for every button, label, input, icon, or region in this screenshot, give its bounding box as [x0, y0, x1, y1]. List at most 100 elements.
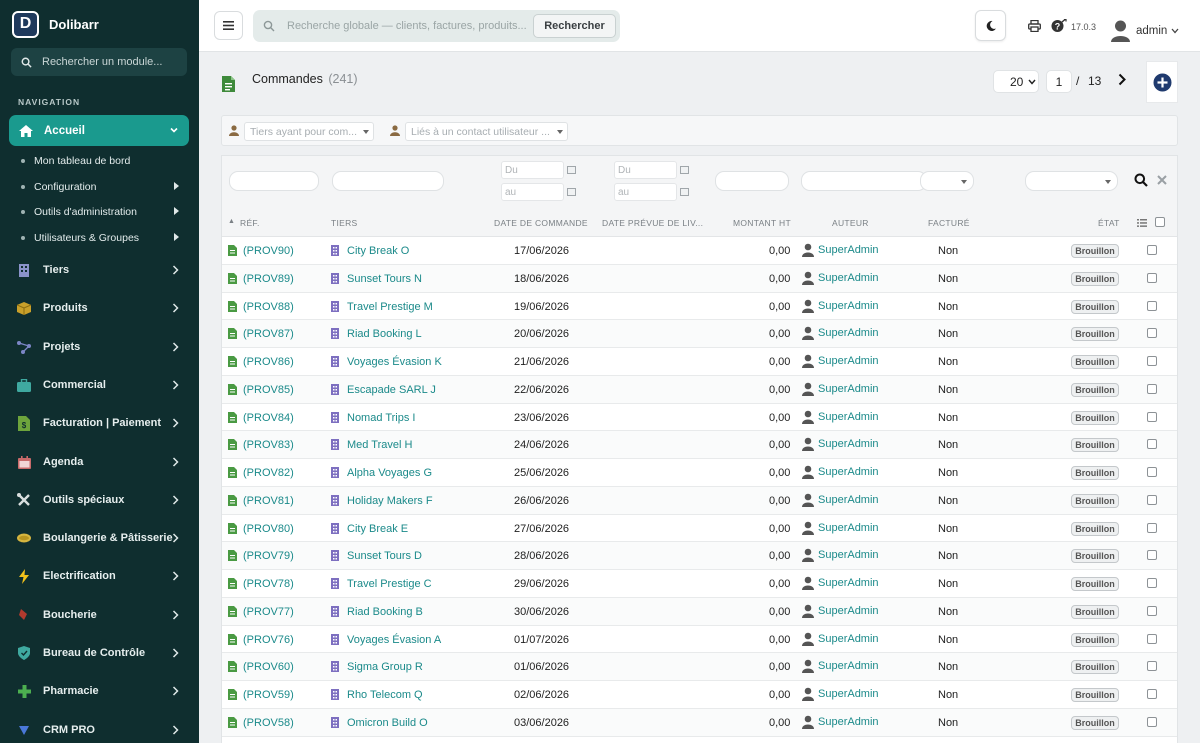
column-header-status[interactable]: ÉTAT	[1098, 218, 1120, 228]
column-header-tiers[interactable]: TIERS	[331, 218, 358, 228]
column-header-author[interactable]: AUTEUR	[832, 218, 869, 228]
row-checkbox[interactable]	[1147, 633, 1157, 644]
module-search-input[interactable]: Rechercher un module...	[11, 48, 187, 76]
order-ref-link[interactable]: (PROV78)	[243, 578, 294, 590]
sidebar-item[interactable]: Outils spéciaux	[16, 490, 182, 510]
column-header-amount[interactable]: MONTANT HT	[733, 218, 791, 228]
status-filter-select[interactable]	[1025, 171, 1118, 191]
column-header-delivery-date[interactable]: DATE PRÉVUE DE LIV...	[602, 218, 704, 228]
row-checkbox[interactable]	[1147, 467, 1157, 477]
new-order-button[interactable]	[1146, 61, 1178, 103]
thirdparty-link[interactable]: Riad Booking L	[347, 328, 422, 341]
tiers-filter-input[interactable]	[332, 171, 444, 191]
author-link[interactable]: SuperAdmin	[818, 493, 879, 506]
search-icon[interactable]	[1134, 173, 1148, 187]
page-number-input[interactable]: 1	[1046, 70, 1072, 93]
order-ref-link[interactable]: (PROV79)	[243, 550, 294, 563]
clear-filter-icon[interactable]	[1157, 175, 1167, 185]
thirdparty-link[interactable]: Nomad Trips I	[347, 411, 416, 424]
order-ref-link[interactable]: (PROV85)	[243, 383, 294, 396]
order-ref-link[interactable]: (PROV84)	[243, 411, 294, 424]
delivery-date-to-input[interactable]: au	[614, 183, 677, 201]
next-page-icon[interactable]	[1117, 73, 1127, 86]
author-link[interactable]: SuperAdmin	[818, 299, 879, 312]
amount-filter-input[interactable]	[715, 171, 789, 191]
sidebar-subitem[interactable]: Outils d'administration	[21, 205, 181, 219]
sidebar-subitem[interactable]: Mon tableau de bord	[21, 154, 181, 168]
sidebar-item[interactable]: Pharmacie	[16, 681, 182, 701]
thirdparty-link[interactable]: Escapade SARL J	[347, 383, 436, 396]
thirdparty-link[interactable]: Med Travel H	[347, 439, 413, 452]
author-link[interactable]: SuperAdmin	[818, 438, 879, 451]
thirdparty-link[interactable]: Sunset Tours N	[347, 272, 423, 285]
author-link[interactable]: SuperAdmin	[818, 604, 879, 617]
thirdparty-link[interactable]: Alpha Voyages G	[347, 467, 433, 479]
order-date-to-input[interactable]: au	[501, 183, 564, 201]
row-checkbox[interactable]	[1147, 578, 1157, 588]
brand[interactable]: D Dolibarr	[12, 10, 99, 38]
menu-toggle-button[interactable]	[214, 11, 243, 40]
thirdparty-link[interactable]: City Break E	[347, 522, 409, 535]
author-link[interactable]: SuperAdmin	[818, 688, 879, 700]
sidebar-item[interactable]: $ Facturation | Paiement	[16, 413, 182, 433]
row-checkbox[interactable]	[1147, 661, 1157, 672]
calendar-icon[interactable]	[567, 166, 576, 174]
author-link[interactable]: SuperAdmin	[818, 355, 879, 367]
sidebar-item[interactable]: Bureau de Contrôle	[16, 643, 182, 663]
column-header-billed[interactable]: FACTURÉ	[928, 218, 970, 228]
order-ref-link[interactable]: (PROV87)	[243, 328, 294, 341]
select-all-checkbox[interactable]	[1155, 217, 1165, 227]
order-ref-link[interactable]: (PROV86)	[243, 356, 294, 368]
thirdparty-link[interactable]: Holiday Makers F	[347, 494, 433, 507]
contact-filter-select[interactable]: Liés à un contact utilisateur ...	[405, 122, 568, 141]
order-date-from-input[interactable]: Du	[501, 161, 564, 179]
help-icon[interactable]: ?	[1051, 19, 1067, 33]
row-checkbox[interactable]	[1147, 439, 1157, 450]
row-checkbox[interactable]	[1147, 356, 1157, 366]
row-checkbox[interactable]	[1147, 689, 1157, 699]
thirdparty-filter-select[interactable]: Tiers ayant pour com...	[244, 122, 374, 141]
order-ref-link[interactable]: (PROV89)	[243, 272, 294, 285]
chevron-down-icon[interactable]	[1171, 28, 1179, 34]
sidebar-item[interactable]: Commercial	[16, 375, 182, 395]
per-page-select[interactable]: 20	[993, 70, 1039, 93]
author-link[interactable]: SuperAdmin	[818, 577, 879, 589]
thirdparty-link[interactable]: Travel Prestige M	[347, 300, 433, 313]
column-header-ref[interactable]: RÉF.	[240, 218, 260, 228]
row-checkbox[interactable]	[1147, 300, 1157, 311]
sort-asc-icon[interactable]: ▲	[228, 218, 236, 225]
dark-mode-button[interactable]	[975, 10, 1006, 41]
row-checkbox[interactable]	[1147, 411, 1157, 422]
author-link[interactable]: SuperAdmin	[818, 327, 879, 340]
thirdparty-link[interactable]: Omicron Build O	[347, 716, 428, 729]
sidebar-item[interactable]: CRM PRO	[16, 720, 182, 740]
thirdparty-link[interactable]: Riad Booking B	[347, 605, 423, 618]
order-ref-link[interactable]: (PROV83)	[243, 439, 294, 452]
author-link[interactable]: SuperAdmin	[818, 549, 879, 562]
row-checkbox[interactable]	[1147, 494, 1157, 505]
author-link[interactable]: SuperAdmin	[818, 521, 879, 534]
column-header-order-date[interactable]: DATE DE COMMANDE	[494, 218, 588, 228]
billed-filter-select[interactable]	[920, 171, 974, 191]
order-ref-link[interactable]: (PROV76)	[243, 633, 294, 646]
thirdparty-link[interactable]: City Break O	[347, 245, 410, 257]
sidebar-item[interactable]: Tiers	[16, 260, 182, 280]
order-ref-link[interactable]: (PROV77)	[243, 605, 294, 618]
order-ref-link[interactable]: (PROV82)	[243, 467, 294, 479]
search-button[interactable]: Rechercher	[533, 14, 616, 38]
author-link[interactable]: SuperAdmin	[818, 410, 879, 423]
row-checkbox[interactable]	[1147, 383, 1157, 394]
sidebar-subitem[interactable]: Utilisateurs & Groupes	[21, 231, 181, 245]
order-ref-link[interactable]: (PROV59)	[243, 689, 294, 701]
thirdparty-link[interactable]: Rho Telecom Q	[347, 689, 423, 701]
author-link[interactable]: SuperAdmin	[818, 660, 879, 673]
delivery-date-from-input[interactable]: Du	[614, 161, 677, 179]
author-link[interactable]: SuperAdmin	[818, 271, 879, 284]
row-checkbox[interactable]	[1147, 245, 1157, 255]
order-ref-link[interactable]: (PROV88)	[243, 300, 294, 313]
sidebar-item[interactable]: Electrification	[16, 566, 182, 586]
thirdparty-link[interactable]: Travel Prestige C	[347, 578, 432, 590]
row-checkbox[interactable]	[1147, 272, 1157, 283]
calendar-icon[interactable]	[567, 188, 576, 196]
username[interactable]: admin	[1136, 25, 1168, 37]
